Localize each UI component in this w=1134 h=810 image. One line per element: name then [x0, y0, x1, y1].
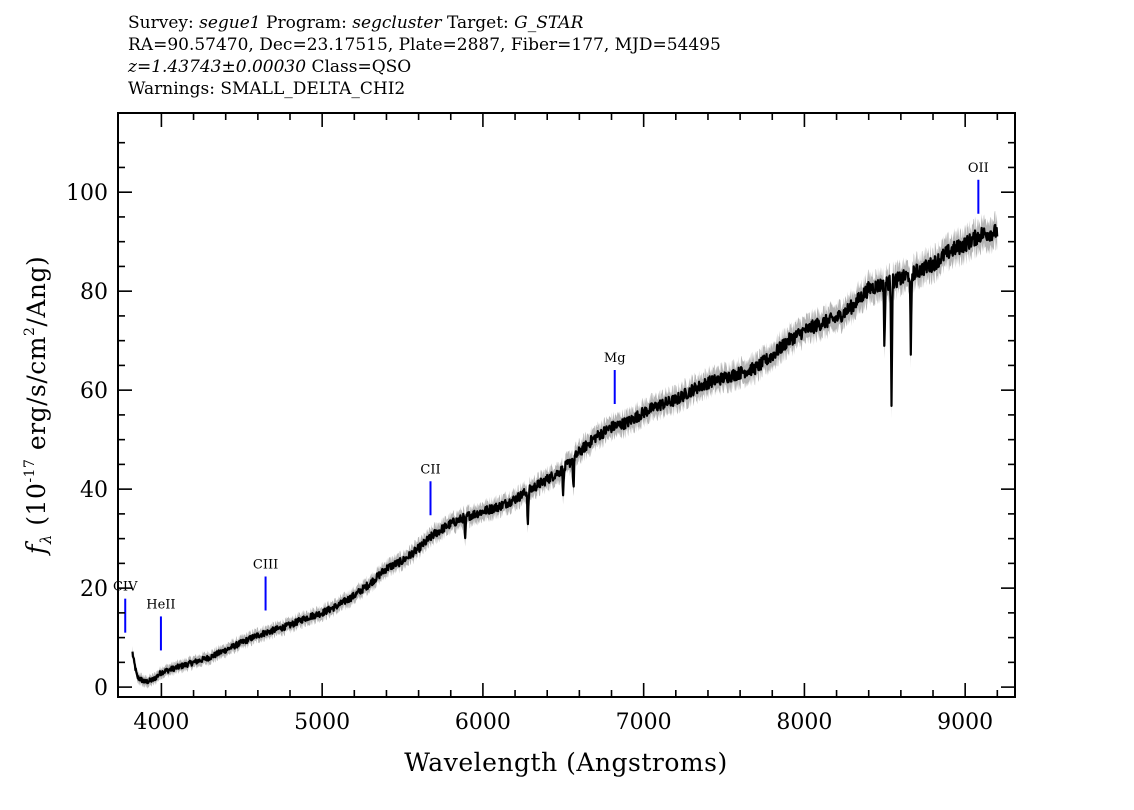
y-tick-label: 40 [80, 478, 108, 503]
svg-text:fλ (10-17 erg/s/cm2/Ang): fλ (10-17 erg/s/cm2/Ang) [22, 256, 55, 557]
y-axis-title: fλ (10-17 erg/s/cm2/Ang) [22, 256, 55, 557]
program-value: segcluster [352, 13, 442, 33]
emission-line-label-mg: Mg [604, 351, 626, 366]
header-line-coordinates: RA=90.57470, Dec=23.17515, Plate=2887, F… [128, 35, 721, 55]
x-axis-title: Wavelength (Angstroms) [404, 748, 727, 777]
x-tick-label: 7000 [616, 710, 672, 735]
plot-frame [117, 112, 1016, 698]
header-line-redshift: z=1.43743±0.00030 Class=QSO [128, 56, 721, 78]
y-tick-label: 60 [80, 379, 108, 404]
emission-line-layer: CIV HeII CIII CII Mg OII [113, 161, 989, 651]
x-tick-label: 8000 [776, 710, 832, 735]
flux-layer [131, 223, 999, 685]
target-value: G_STAR [514, 13, 584, 33]
emission-line-label-oii: OII [968, 161, 989, 176]
class-value: Class=QSO [311, 57, 412, 77]
emission-line-label-cii: CII [420, 462, 440, 477]
x-tick-label: 4000 [133, 710, 189, 735]
survey-label: Survey: [128, 13, 194, 33]
axes-layer: 4000 5000 6000 7000 8000 9000 0 20 40 60 80 100 [66, 112, 1016, 735]
emission-line-label-civ: CIV [113, 580, 138, 595]
y-tick-label: 20 [80, 577, 108, 602]
survey-value: segue1 [199, 13, 261, 33]
program-label: Program: [266, 13, 347, 33]
header-line-survey: Survey: segue1 Program: segcluster Targe… [128, 12, 721, 34]
x-tick-label: 9000 [937, 710, 993, 735]
redshift-value: z=1.43743±0.00030 [128, 57, 307, 77]
y-tick-label: 0 [94, 676, 108, 701]
x-tick-label: 5000 [294, 710, 350, 735]
y-tick-label: 100 [66, 181, 108, 206]
y-tick-label: 80 [80, 280, 108, 305]
spectrum-header: Survey: segue1 Program: segcluster Targe… [128, 12, 721, 100]
target-label: Target: [446, 13, 509, 33]
emission-line-label-heii: HeII [146, 597, 175, 612]
flux-series-line [131, 223, 999, 685]
emission-line-label-ciii: CIII [253, 557, 278, 572]
header-line-warnings: Warnings: SMALL_DELTA_CHI2 [128, 79, 406, 99]
x-tick-label: 6000 [455, 710, 511, 735]
